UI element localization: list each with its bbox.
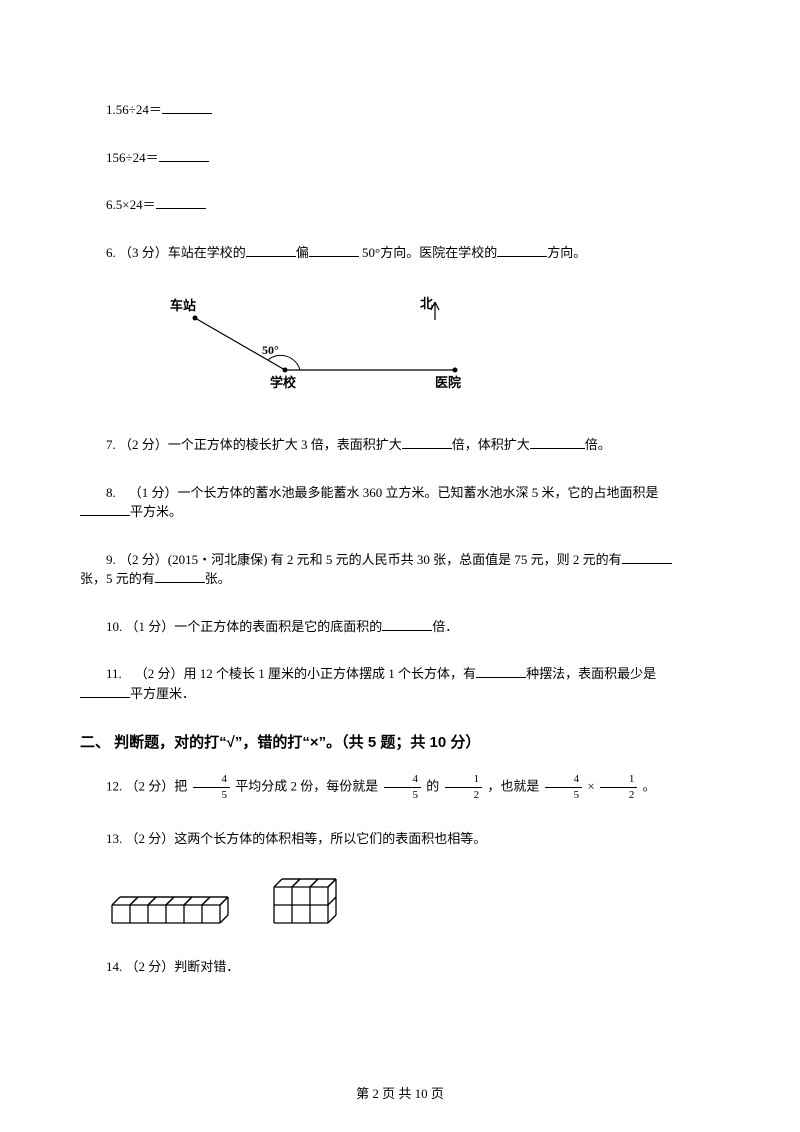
dot-school bbox=[283, 368, 288, 373]
eq1: 1.56÷24＝ bbox=[80, 100, 720, 120]
question-6: 6. （3 分）车站在学校的偏 50°方向。医院在学校的方向。 bbox=[80, 243, 720, 263]
dot-station bbox=[193, 316, 198, 321]
question-7: 7. （2 分）一个正方体的棱长扩大 3 倍，表面积扩大倍，体积扩大倍。 bbox=[80, 435, 720, 455]
dot-hospital bbox=[453, 368, 458, 373]
cubes-shape-2 bbox=[272, 877, 340, 927]
section-2-heading: 二、 判断题，对的打“√”，错的打“×”。（共 5 题；共 10 分） bbox=[80, 731, 720, 752]
label-north: 北 bbox=[420, 296, 433, 311]
label-hospital: 医院 bbox=[435, 375, 461, 390]
direction-diagram: 车站 北 50° 学校 医院 bbox=[140, 290, 720, 405]
question-9: 9. （2 分）(2015・河北康保) 有 2 元和 5 元的人民币共 30 张… bbox=[80, 550, 720, 589]
eq2: 156÷24＝ bbox=[80, 148, 720, 168]
question-11: 11. （2 分）用 12 个棱长 1 厘米的小正方体摆成 1 个长方体，有种摆… bbox=[80, 664, 720, 703]
label-school: 学校 bbox=[270, 375, 297, 390]
question-8: 8. （1 分）一个长方体的蓄水池最多能蓄水 360 立方米。已知蓄水池水深 5… bbox=[80, 483, 720, 522]
label-station: 车站 bbox=[170, 298, 196, 313]
question-12: 12. （2 分）把 45 平均分成 2 份，每份就是 45 的 12 ，也就是… bbox=[80, 774, 720, 801]
cubes-diagram bbox=[110, 877, 720, 927]
question-10: 10. （1 分）一个正方体的表面积是它的底面积的倍． bbox=[80, 617, 720, 637]
cubes-shape-1 bbox=[110, 895, 232, 927]
question-14: 14. （2 分）判断对错． bbox=[80, 957, 720, 977]
question-13: 13. （2 分）这两个长方体的体积相等，所以它们的表面积也相等。 bbox=[80, 829, 720, 849]
label-angle: 50° bbox=[262, 343, 279, 357]
page-footer: 第 2 页 共 10 页 bbox=[0, 1083, 800, 1102]
eq3: 6.5×24＝ bbox=[80, 195, 720, 215]
